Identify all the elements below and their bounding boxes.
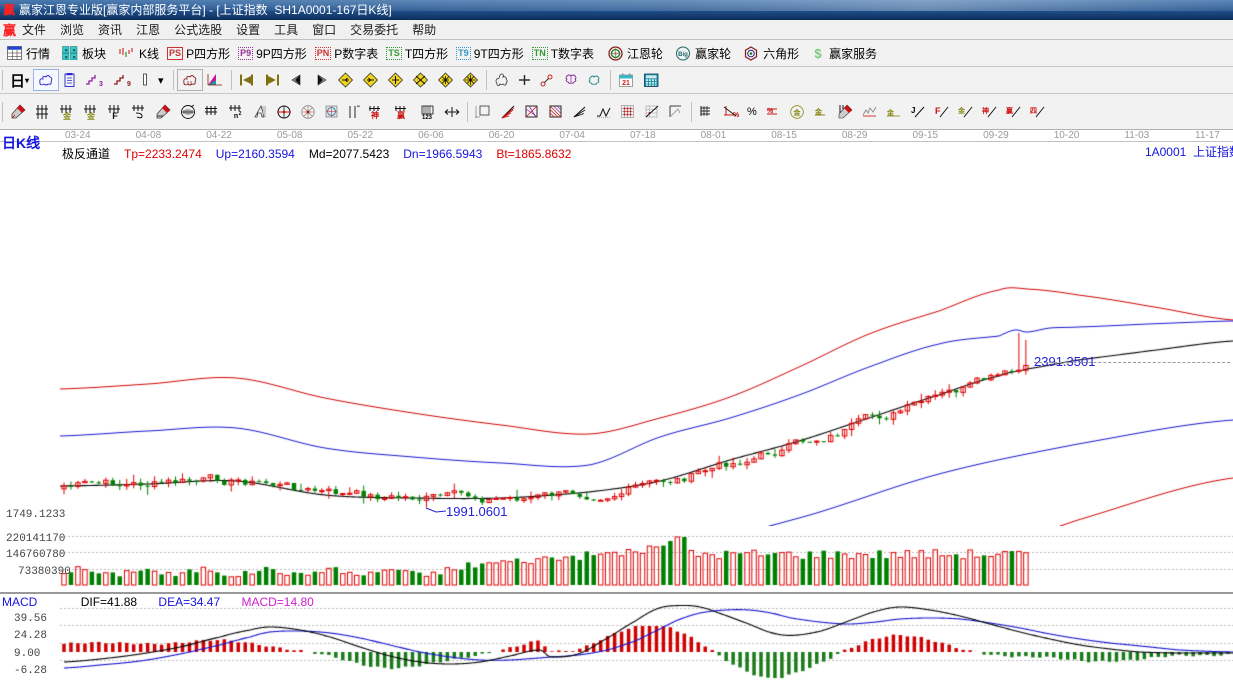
svg-text:123: 123 xyxy=(422,115,433,120)
svg-text:金: 金 xyxy=(86,111,96,120)
svg-text:金: 金 xyxy=(886,108,895,117)
svg-text:金: 金 xyxy=(958,106,966,115)
svg-text:F: F xyxy=(935,106,941,116)
svg-text:神: 神 xyxy=(371,110,379,120)
svg-text:Big: Big xyxy=(678,52,688,58)
svg-text:": " xyxy=(357,106,360,112)
svg-text:9: 9 xyxy=(127,81,131,88)
svg-text:金: 金 xyxy=(792,108,801,117)
svg-text:神: 神 xyxy=(982,106,989,115)
svg-text:2: 2 xyxy=(239,111,242,117)
svg-text:$: $ xyxy=(814,46,822,61)
svg-text:J: J xyxy=(911,106,915,115)
svg-text:21: 21 xyxy=(622,80,630,87)
svg-text:F: F xyxy=(112,111,118,120)
svg-text:四: 四 xyxy=(1030,107,1037,115)
svg-text:金: 金 xyxy=(62,111,72,120)
svg-text:n: n xyxy=(234,113,238,120)
svg-text:3: 3 xyxy=(99,81,103,88)
svg-text:赢: 赢 xyxy=(1006,106,1013,115)
svg-text:%: % xyxy=(733,112,739,119)
svg-text:%: % xyxy=(767,108,774,115)
svg-text:金: 金 xyxy=(814,107,823,116)
svg-text:赢: 赢 xyxy=(397,110,405,120)
